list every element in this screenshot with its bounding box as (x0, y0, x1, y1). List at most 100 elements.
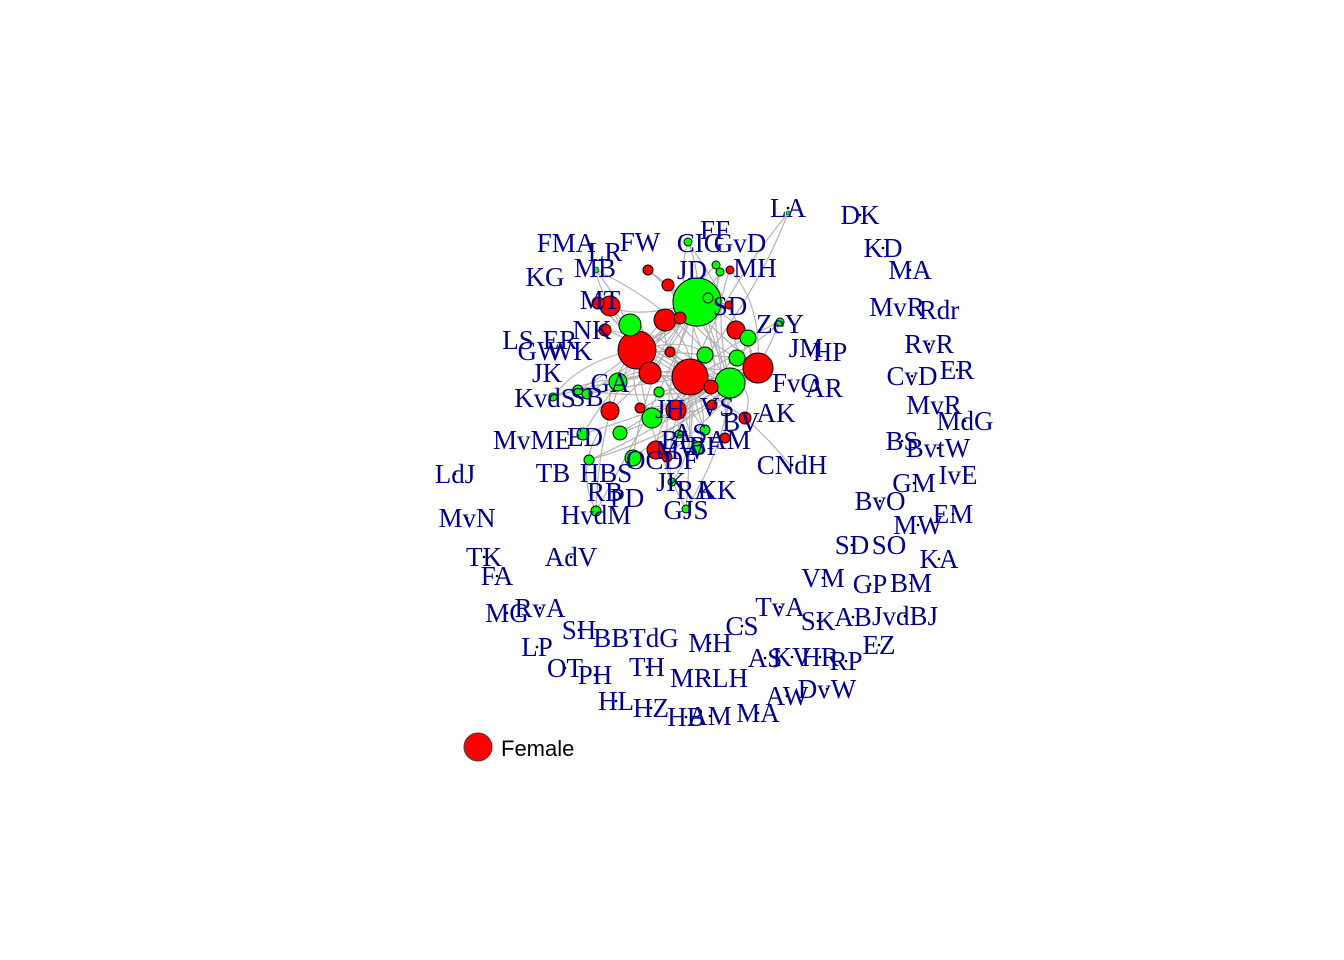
node-label: SO (872, 530, 907, 560)
node-male (691, 441, 705, 455)
node-isolate-dot (684, 715, 688, 719)
node-isolate-dot (816, 619, 820, 623)
node-label: SH (562, 615, 597, 645)
node-label: ER (940, 355, 975, 385)
node-label: SD (835, 530, 870, 560)
node-isolate-dot (877, 643, 881, 647)
node-label: OT (547, 653, 583, 683)
node-label: AR (805, 373, 843, 403)
node-isolate-dot (708, 714, 712, 718)
node-label: MH (733, 253, 777, 283)
node-isolate-dot (785, 694, 789, 698)
node-label: KA (920, 544, 959, 574)
node-isolate-dot (951, 512, 955, 516)
legend: Female (463, 732, 574, 762)
node-label: MvME (493, 425, 571, 455)
node-label: DK (841, 200, 880, 230)
node-male (702, 292, 714, 304)
node-male (641, 407, 663, 429)
node-label: AK (757, 398, 796, 428)
node-label: EZ (863, 630, 896, 660)
node-isolate-dot (645, 665, 649, 669)
node-isolate-dot (708, 641, 712, 645)
node-isolate-dot (927, 342, 931, 346)
node-male (728, 349, 746, 367)
node-isolate-dot (903, 614, 907, 618)
node-isolate-dot (818, 655, 822, 659)
node-isolate-dot (740, 624, 744, 628)
node-label: MA (736, 698, 780, 728)
node-isolate-dot (908, 268, 912, 272)
node-isolate-dot (790, 655, 794, 659)
node-female (706, 399, 718, 411)
node-male (548, 392, 558, 402)
node-label: CS (725, 611, 758, 641)
node-label: OCDF (626, 445, 698, 475)
node-label: CNdH (757, 450, 828, 480)
node-label: SB (570, 382, 603, 412)
node-male (592, 266, 600, 274)
node-isolate-dot (505, 611, 509, 615)
node-label: RP (829, 646, 862, 676)
node-isolate-dot (538, 606, 542, 610)
node-male (653, 386, 665, 398)
node-label: LS (502, 325, 534, 355)
node-label: MdG (936, 406, 993, 436)
node-female (725, 265, 735, 275)
node-label: GvD (714, 228, 767, 258)
node-label: BM (890, 568, 932, 598)
node-male (618, 313, 642, 337)
node-label: VS (700, 392, 735, 422)
node-male (715, 267, 725, 277)
node-male (681, 504, 691, 514)
node-isolate-dot (465, 516, 469, 520)
node-label: PD (610, 483, 645, 513)
node-label: PH (578, 660, 613, 690)
node-label: CvD (886, 361, 937, 391)
node-male (696, 346, 714, 364)
node-label: KD (864, 233, 903, 263)
node-label: BBTdG (593, 623, 679, 653)
node-label: FA (481, 561, 514, 591)
node-label: HB (667, 702, 705, 732)
node-label: TvA (755, 592, 805, 622)
node-isolate-dot (649, 706, 653, 710)
node-label: JM (789, 333, 824, 363)
node-isolate-dot (569, 555, 573, 559)
node-label: MW (655, 435, 705, 465)
node-label: MH (688, 628, 732, 658)
node-label: HvdM (561, 500, 632, 530)
node-female (703, 379, 719, 395)
node-label: AB (834, 602, 872, 632)
node-female (591, 296, 605, 310)
node-label: LdJ (435, 459, 476, 489)
node-female (634, 402, 646, 414)
node-isolate-dot (482, 555, 486, 559)
node-label: AM (707, 425, 751, 455)
edge (585, 429, 601, 512)
node-isolate-dot (895, 305, 899, 309)
node-isolate-dot (790, 463, 794, 467)
node-isolate-dot (900, 439, 904, 443)
node-label: TB (536, 458, 571, 488)
node-label: HR (801, 642, 839, 672)
node-isolate-dot (881, 246, 885, 250)
node-label: MRLH (670, 663, 748, 693)
node-label: AS (748, 643, 783, 673)
node-isolate-dot (614, 699, 618, 703)
node-female (671, 358, 709, 396)
node-female (742, 352, 774, 384)
node-female (642, 264, 654, 276)
node-isolate-dot (786, 206, 790, 210)
node-label: SD (713, 291, 748, 321)
legend-female-label: Female (501, 736, 574, 761)
node-isolate-dot (756, 711, 760, 715)
node-label: BV (722, 407, 760, 437)
node-label: FW (620, 227, 661, 257)
node-female (664, 346, 676, 358)
node-label: RB (587, 477, 623, 507)
edge (588, 382, 731, 461)
node-label: MA (888, 255, 932, 285)
node-label: HBS (580, 458, 633, 488)
node-label: TH (629, 652, 665, 682)
